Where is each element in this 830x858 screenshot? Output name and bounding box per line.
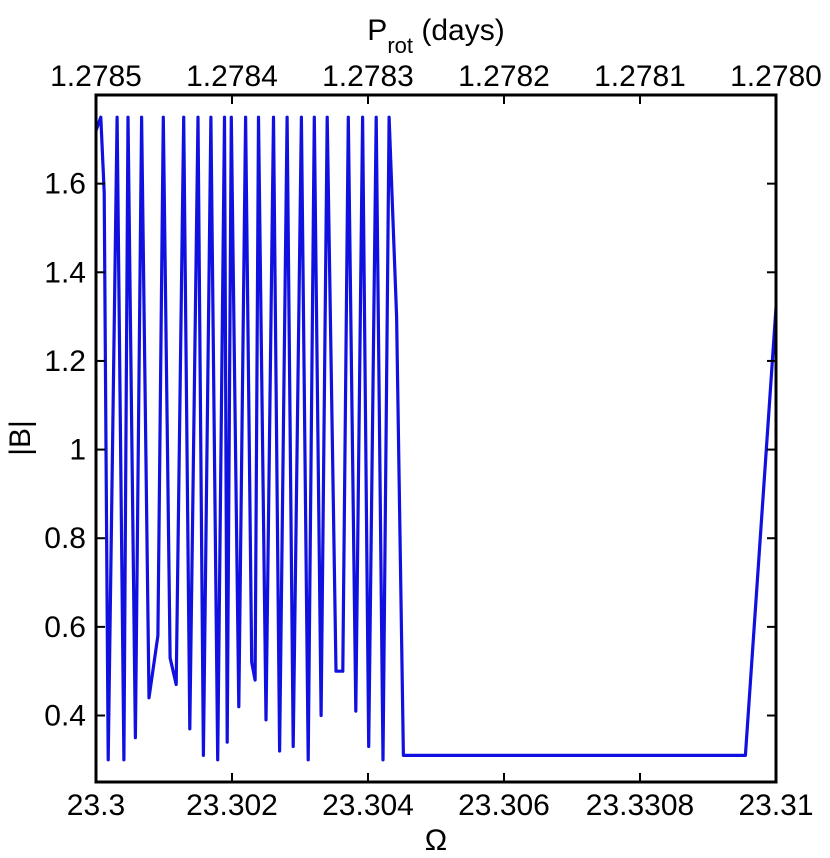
y-tick-label: 0.6 (44, 611, 86, 644)
x-tick-label: 23.302 (186, 789, 278, 822)
y-tick-label: 0.4 (44, 700, 86, 733)
y-axis: 0.4 0.6 0.8 1 1.2 1.4 1.6 (44, 168, 776, 733)
top-x-tick-label: 1.2780 (730, 60, 822, 93)
top-x-axis-title-sub: rot (387, 33, 413, 58)
y-tick-label: 1.4 (44, 256, 86, 289)
y-tick-label: 1.6 (44, 168, 86, 201)
x-tick-label: 23.3 (67, 789, 125, 822)
y-axis-title: |B| (4, 420, 37, 456)
series-line (94, 115, 778, 762)
x-tick-label: 23.3308 (586, 789, 694, 822)
top-x-tick-label: 1.2785 (50, 60, 142, 93)
x-tick-label: 23.304 (322, 789, 414, 822)
x-axis-title: Ω (425, 824, 447, 857)
top-x-tick-label: 1.2783 (322, 60, 414, 93)
top-x-tick-label: 1.2781 (594, 60, 686, 93)
y-tick-label: 0.8 (44, 522, 86, 555)
top-x-tick-label: 1.2782 (458, 60, 550, 93)
top-x-axis-title-main: P (367, 14, 387, 47)
y-tick-label: 1.2 (44, 345, 86, 378)
bottom-x-axis: 23.3 23.302 23.304 23.306 23.3308 23.31 (67, 773, 814, 822)
top-x-tick-label: 1.2784 (186, 60, 278, 93)
top-x-axis-title: Prot (days) (367, 14, 504, 58)
top-x-axis: 1.2785 1.2784 1.2783 1.2782 1.2781 1.2780 (50, 60, 822, 104)
y-tick-label: 1 (69, 434, 86, 467)
x-tick-label: 23.306 (458, 789, 550, 822)
top-x-axis-title-suffix: (days) (413, 14, 505, 47)
x-tick-label: 23.31 (738, 789, 813, 822)
plot-frame (94, 93, 778, 784)
